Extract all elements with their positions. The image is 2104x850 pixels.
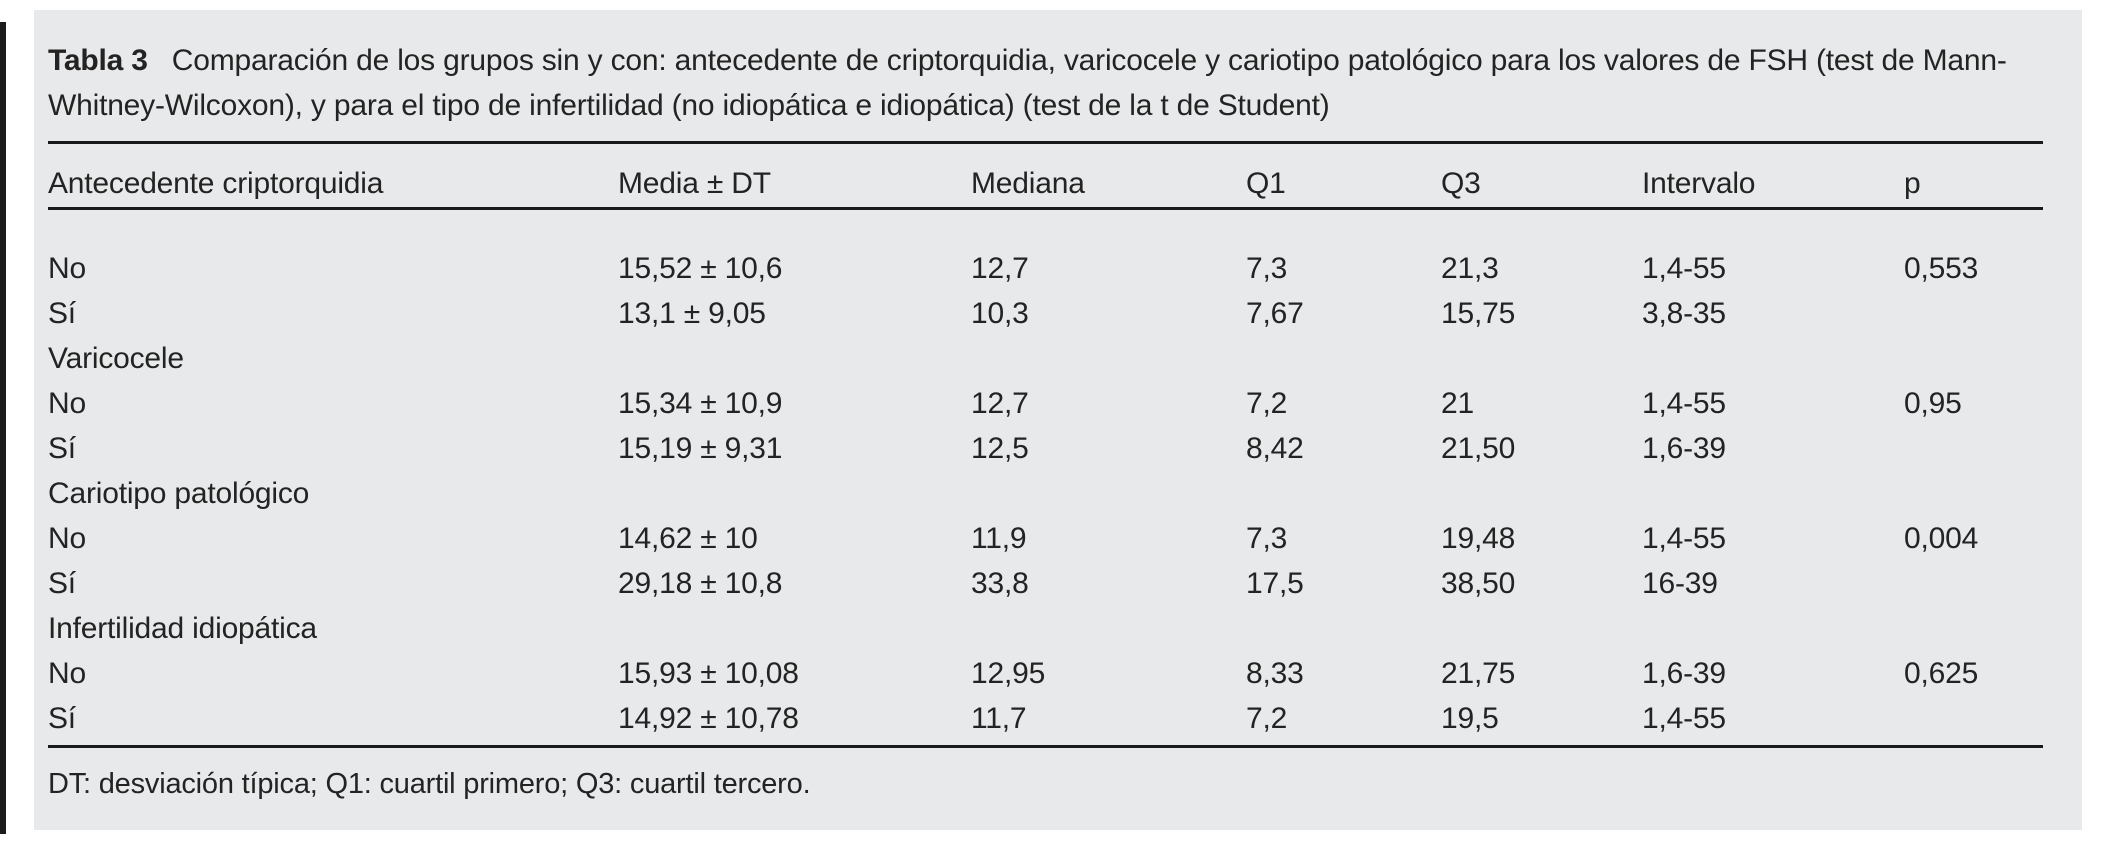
table-cell-r8-c3 — [1246, 606, 1441, 651]
table-cell-r6-c6: 0,004 — [1904, 522, 1979, 555]
table-cell-r9-c0: No — [48, 657, 86, 690]
table-cell-r6-c1: 14,62 ± 10 — [618, 522, 758, 555]
table-cell-r8-c1 — [618, 606, 971, 651]
table-cell-r2-c4 — [1441, 336, 1642, 381]
table-caption-label: Tabla 3 — [48, 44, 148, 77]
table-cell-r8-c6 — [1904, 606, 2043, 651]
table-cell-r4-c6 — [1904, 426, 2043, 471]
table-cell-r0-c4: 21,3 — [1441, 252, 1499, 285]
column-header-mediana: Mediana — [971, 167, 1085, 200]
rule-top — [48, 141, 2043, 144]
table-cell-r0-c0: No — [48, 252, 86, 285]
table-cell-r3-c3: 7,2 — [1246, 387, 1288, 420]
table-panel: Tabla 3 Comparación de los grupos sin y c… — [34, 10, 2082, 830]
table-cell-r3-c4: 21 — [1441, 387, 1474, 420]
table-cell-r3-c6: 0,95 — [1904, 387, 1962, 420]
table-cell-r4-c4: 21,50 — [1441, 432, 1516, 465]
column-header-p: p — [1904, 167, 1921, 200]
table-cell-r7-c3: 17,5 — [1246, 567, 1304, 600]
table-cell-r5-c3 — [1246, 471, 1441, 516]
table-cell-r1-c4: 15,75 — [1441, 297, 1516, 330]
table-cell-r7-c1: 29,18 ± 10,8 — [618, 567, 783, 600]
table-cell-r8-c5 — [1642, 606, 1904, 651]
table-cell-r1-c2: 10,3 — [971, 297, 1029, 330]
table-cell-r9-c3: 8,33 — [1246, 657, 1304, 690]
table-cell-r8-c2 — [971, 606, 1246, 651]
table-cell-r4-c2: 12,5 — [971, 432, 1029, 465]
table-cell-r10-c4: 19,5 — [1441, 702, 1499, 735]
table-cell-r8-c4 — [1441, 606, 1642, 651]
table-cell-r3-c0: No — [48, 387, 86, 420]
table-cell-r6-c4: 19,48 — [1441, 522, 1516, 555]
table-cell-r7-c4: 38,50 — [1441, 567, 1516, 600]
table-cell-r2-c6 — [1904, 336, 2043, 381]
table-cell-r4-c1: 15,19 ± 9,31 — [618, 432, 783, 465]
table-cell-r6-c3: 7,3 — [1246, 522, 1288, 555]
rule-above-footnote — [48, 745, 2043, 748]
table-cell-r9-c2: 12,95 — [971, 657, 1046, 690]
table-cell-r0-c6: 0,553 — [1904, 252, 1979, 285]
column-header-q1: Q1 — [1246, 167, 1286, 200]
table-cell-r10-c2: 11,7 — [971, 702, 1027, 735]
table-cell-r5-c4 — [1441, 471, 1642, 516]
table-cell-r3-c1: 15,34 ± 10,9 — [618, 387, 783, 420]
table-cell-r0-c2: 12,7 — [971, 252, 1029, 285]
table-cell-r1-c5: 3,8-35 — [1642, 297, 1726, 330]
table-cell-r9-c5: 1,6-39 — [1642, 657, 1726, 690]
table-cell-r2-c2 — [971, 336, 1246, 381]
table-body: No 15,52 ± 10,6 12,7 7,3 21,3 1,4-55 0,553 Sí 13… — [48, 246, 2043, 741]
table-cell-r0-c1: 15,52 ± 10,6 — [618, 252, 783, 285]
table-cell-r7-c6 — [1904, 561, 2043, 606]
table-caption: Tabla 3 Comparación de los grupos sin y c… — [48, 38, 2046, 128]
table-cell-r10-c1: 14,92 ± 10,78 — [618, 702, 799, 735]
table-cell-r10-c3: 7,2 — [1246, 702, 1288, 735]
table-cell-r1-c1: 13,1 ± 9,05 — [618, 297, 766, 330]
section-row-label: Varicocele — [48, 342, 184, 375]
table-cell-r3-c5: 1,4-55 — [1642, 387, 1726, 420]
table-caption-text: Comparación de los grupos sin y con: ant… — [48, 44, 2007, 122]
table-cell-r1-c6 — [1904, 291, 2043, 336]
table-cell-r9-c1: 15,93 ± 10,08 — [618, 657, 799, 690]
table-cell-r7-c2: 33,8 — [971, 567, 1029, 600]
table-cell-r4-c0: Sí — [48, 432, 76, 465]
table-footnote: DT: desviación típica; Q1: cuartil prime… — [48, 768, 811, 800]
table-cell-r5-c2 — [971, 471, 1246, 516]
table-cell-r5-c1 — [618, 471, 971, 516]
table-cell-r4-c5: 1,6-39 — [1642, 432, 1726, 465]
table-header-row: Antecedente criptorquidia Media ± DT Media… — [48, 161, 2043, 206]
table-cell-r0-c3: 7,3 — [1246, 252, 1288, 285]
table-cell-r1-c0: Sí — [48, 297, 76, 330]
column-header-antecedente-criptorquidia: Antecedente criptorquidia — [48, 167, 384, 200]
table-cell-r9-c6: 0,625 — [1904, 657, 1979, 690]
table-cell-r6-c5: 1,4-55 — [1642, 522, 1726, 555]
section-row-label: Infertilidad idiopática — [48, 612, 317, 645]
table-cell-r0-c5: 1,4-55 — [1642, 252, 1726, 285]
column-header-media-dt: Media ± DT — [618, 167, 771, 200]
rule-below-header — [48, 207, 2043, 210]
table-cell-r10-c6 — [1904, 696, 2043, 741]
table-cell-r2-c1 — [618, 336, 971, 381]
table-cell-r5-c5 — [1642, 471, 1904, 516]
table-cell-r2-c3 — [1246, 336, 1441, 381]
table-cell-r6-c0: No — [48, 522, 86, 555]
table-cell-r7-c0: Sí — [48, 567, 76, 600]
table-cell-r10-c0: Sí — [48, 702, 76, 735]
table-cell-r2-c5 — [1642, 336, 1904, 381]
table-cell-r3-c2: 12,7 — [971, 387, 1029, 420]
section-row-label: Cariotipo patológico — [48, 477, 310, 510]
table-cell-r7-c5: 16-39 — [1642, 567, 1718, 600]
column-header-q3: Q3 — [1441, 167, 1481, 200]
table-cell-r6-c2: 11,9 — [971, 522, 1027, 555]
table-cell-r4-c3: 8,42 — [1246, 432, 1304, 465]
column-header-intervalo: Intervalo — [1642, 167, 1756, 200]
table-cell-r5-c6 — [1904, 471, 2043, 516]
table-cell-r9-c4: 21,75 — [1441, 657, 1516, 690]
table-cell-r10-c5: 1,4-55 — [1642, 702, 1726, 735]
table-cell-r1-c3: 7,67 — [1246, 297, 1304, 330]
page-edge-shadow — [0, 22, 6, 834]
